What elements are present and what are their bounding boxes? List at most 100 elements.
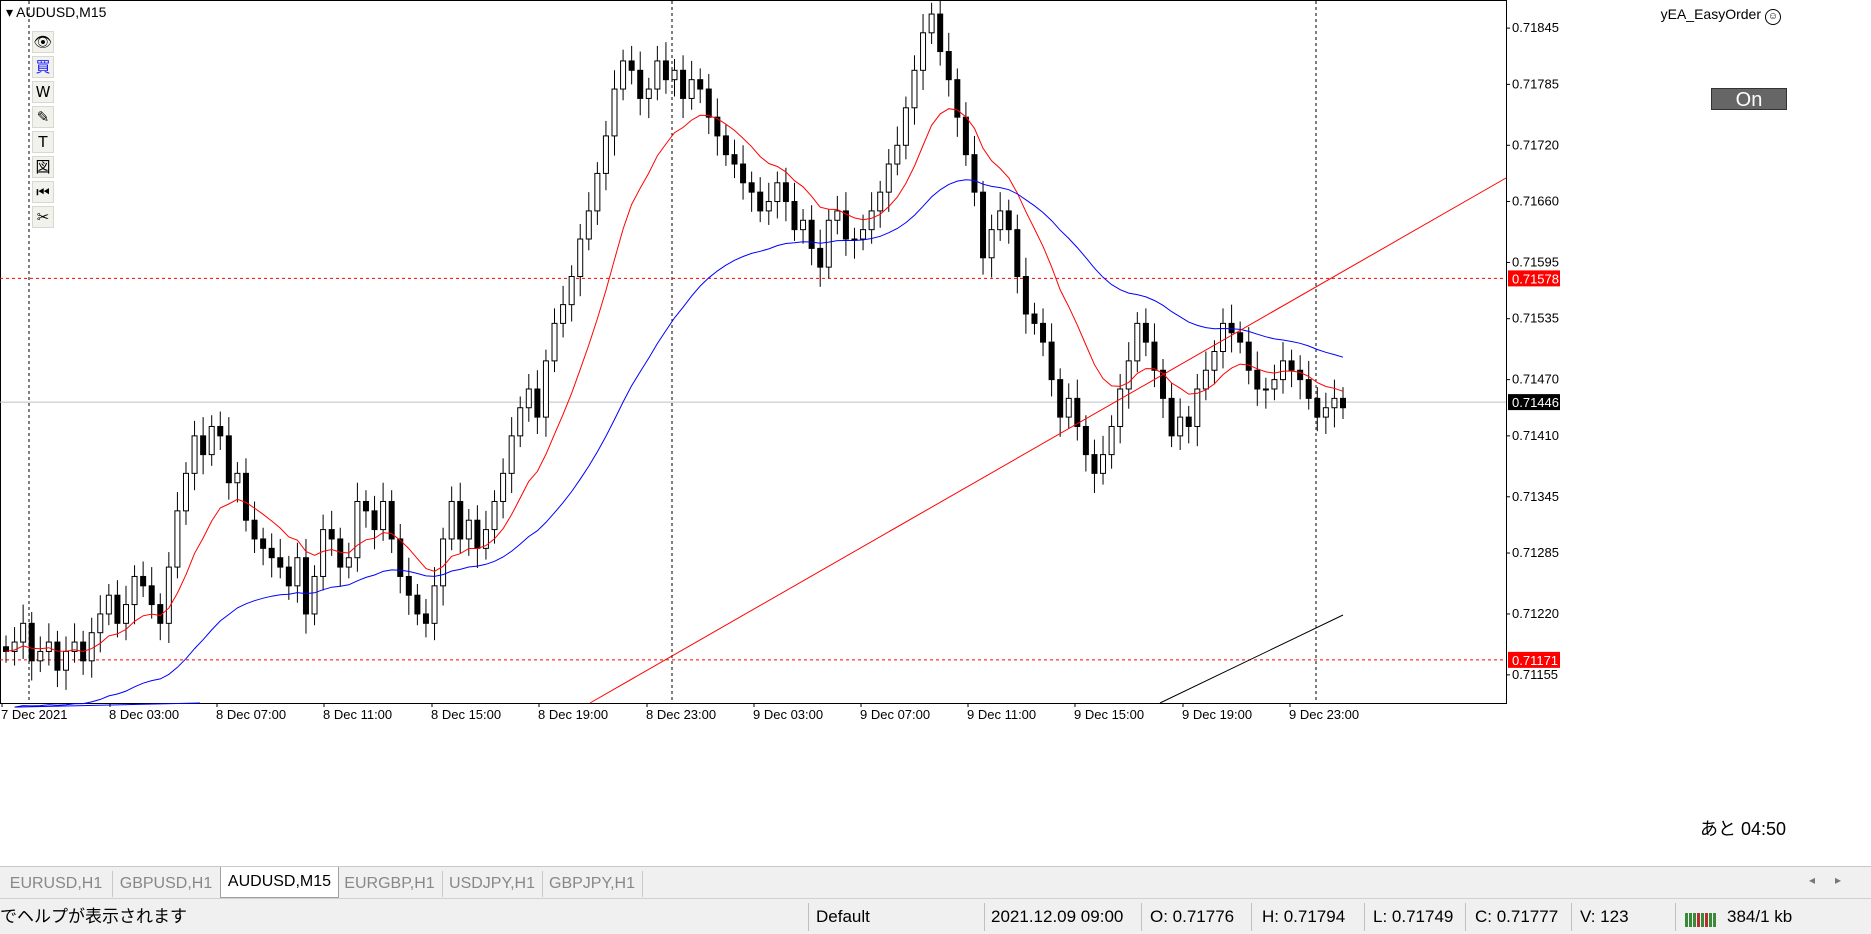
candle-body bbox=[920, 32, 927, 71]
candle-body bbox=[1194, 388, 1201, 427]
candle-body bbox=[602, 135, 609, 174]
tab-scroll-arrows[interactable]: ◂▸ bbox=[1808, 873, 1861, 887]
candle-body bbox=[380, 500, 387, 531]
candle-body bbox=[362, 500, 369, 512]
buy-kanji-icon[interactable]: 買 bbox=[32, 56, 54, 78]
candle-body bbox=[860, 229, 867, 240]
text-icon[interactable]: T bbox=[32, 131, 54, 153]
price-chart[interactable]: 0.71845 0.71785 0.71720 0.71660 0.71595 0.715… bbox=[0, 0, 1871, 866]
tab-usdjpy-h1[interactable]: USDJPY,H1 bbox=[442, 871, 543, 897]
candle-body bbox=[1142, 322, 1149, 343]
rewind-icon[interactable]: ⏮ bbox=[32, 181, 54, 203]
drawing-toolbar: 👁 買 W ✎ T 図 ⏮ ✂ bbox=[32, 31, 56, 231]
candle-body bbox=[62, 650, 69, 671]
eye-icon[interactable]: 👁 bbox=[32, 31, 54, 53]
time-tick-label: 9 Dec 11:00 bbox=[967, 707, 1036, 722]
tab-eurgbp-h1[interactable]: EURGBP,H1 bbox=[337, 871, 443, 897]
candle-body bbox=[997, 210, 1004, 231]
tab-eurusd-h1[interactable]: EURUSD,H1 bbox=[0, 871, 113, 897]
candle-body bbox=[371, 510, 378, 531]
candle-body bbox=[165, 566, 172, 624]
candle-body bbox=[422, 613, 429, 624]
candle-body bbox=[1177, 416, 1184, 437]
candle-body bbox=[791, 201, 798, 231]
scissors-icon[interactable]: ✂ bbox=[32, 206, 54, 228]
candle-body bbox=[131, 575, 138, 606]
candle-body bbox=[285, 566, 292, 587]
candle-body bbox=[268, 547, 275, 559]
candle-body bbox=[174, 510, 181, 568]
bar-high: H: 0.71794 bbox=[1262, 907, 1346, 926]
candle-body bbox=[722, 135, 729, 156]
w-icon[interactable]: W bbox=[32, 81, 54, 103]
candle-body bbox=[877, 191, 884, 212]
lower-level-price-label-bg bbox=[1508, 651, 1560, 668]
candle-body bbox=[431, 585, 438, 624]
price-tick-label: 0.71470 bbox=[1512, 372, 1559, 387]
candle-body bbox=[731, 154, 738, 165]
long-ma-line bbox=[1159, 614, 1344, 704]
candle-body bbox=[594, 172, 601, 212]
candle-body bbox=[105, 594, 112, 615]
candle-body bbox=[1005, 210, 1012, 231]
candle-body bbox=[337, 538, 344, 568]
candle-body bbox=[397, 538, 404, 577]
trendline[interactable] bbox=[589, 177, 1507, 704]
price-tick-label: 0.71410 bbox=[1512, 428, 1559, 443]
tab-gbpjpy-h1[interactable]: GBPJPY,H1 bbox=[542, 871, 643, 897]
ea-on-button[interactable]: On bbox=[1711, 88, 1787, 111]
candle-body bbox=[1297, 369, 1304, 381]
image-icon[interactable]: 図 bbox=[32, 156, 54, 178]
bar-close: C: 0.71777 bbox=[1475, 907, 1559, 926]
candle-body bbox=[208, 425, 215, 456]
status-divider bbox=[984, 903, 985, 931]
candle-body bbox=[620, 60, 627, 90]
time-tick-label: 8 Dec 03:00 bbox=[109, 707, 179, 722]
candle-body bbox=[37, 650, 44, 662]
candle-body bbox=[448, 500, 455, 540]
time-tick-label: 8 Dec 23:00 bbox=[646, 707, 716, 722]
chart-tab-bar: ◂▸ EURUSD,H1 GBPUSD,H1 AUDUSD,M15 EURGBP,H1… bbox=[0, 866, 1871, 899]
candle-body bbox=[808, 219, 815, 249]
tab-audusd-m15[interactable]: AUDUSD,M15 bbox=[220, 867, 339, 898]
candle-body bbox=[637, 69, 644, 99]
candle-body bbox=[1022, 276, 1029, 315]
ea-label: yEA_EasyOrder ☺ bbox=[1661, 6, 1781, 25]
status-divider bbox=[1251, 903, 1252, 931]
candle-body bbox=[1271, 379, 1278, 390]
candle-body bbox=[928, 13, 935, 34]
candle-body bbox=[911, 69, 918, 109]
time-tick-label: 8 Dec 11:00 bbox=[323, 707, 392, 722]
status-divider bbox=[1141, 903, 1142, 931]
chart-area[interactable]: 0.71845 0.71785 0.71720 0.71660 0.71595 0.715… bbox=[0, 0, 1871, 866]
tab-gbpusd-h1[interactable]: GBPUSD,H1 bbox=[112, 871, 221, 897]
candle-body bbox=[1134, 322, 1141, 362]
candle-body bbox=[1202, 369, 1209, 390]
candle-body bbox=[1322, 407, 1329, 418]
fast-ma-line bbox=[5, 108, 1344, 653]
price-tick-label: 0.71155 bbox=[1512, 667, 1558, 682]
time-tick-label: 9 Dec 19:00 bbox=[1182, 707, 1252, 722]
profile-name[interactable]: Default bbox=[816, 907, 870, 926]
time-tick-label: 8 Dec 07:00 bbox=[216, 707, 286, 722]
candle-body bbox=[225, 435, 232, 484]
candle-body bbox=[800, 219, 807, 231]
candle-body bbox=[517, 407, 524, 437]
candle-body bbox=[200, 435, 207, 456]
candle-body bbox=[551, 322, 558, 362]
candle-body bbox=[851, 238, 858, 241]
candle-body bbox=[45, 641, 52, 652]
candle-body bbox=[825, 219, 832, 268]
current-price-label: 0.71446 bbox=[1512, 395, 1559, 410]
pencil-icon[interactable]: ✎ bbox=[32, 106, 54, 128]
candle-body bbox=[817, 247, 824, 268]
time-tick-label: 9 Dec 23:00 bbox=[1289, 707, 1359, 722]
dropdown-triangle-icon[interactable]: ▾ bbox=[6, 4, 14, 20]
candle-body bbox=[1048, 341, 1055, 381]
candle-body bbox=[11, 641, 18, 652]
price-tick-label: 0.71720 bbox=[1512, 137, 1559, 152]
candle-body bbox=[568, 276, 575, 306]
candle-body bbox=[148, 585, 155, 606]
candle-body bbox=[611, 88, 618, 137]
status-divider bbox=[808, 903, 809, 931]
